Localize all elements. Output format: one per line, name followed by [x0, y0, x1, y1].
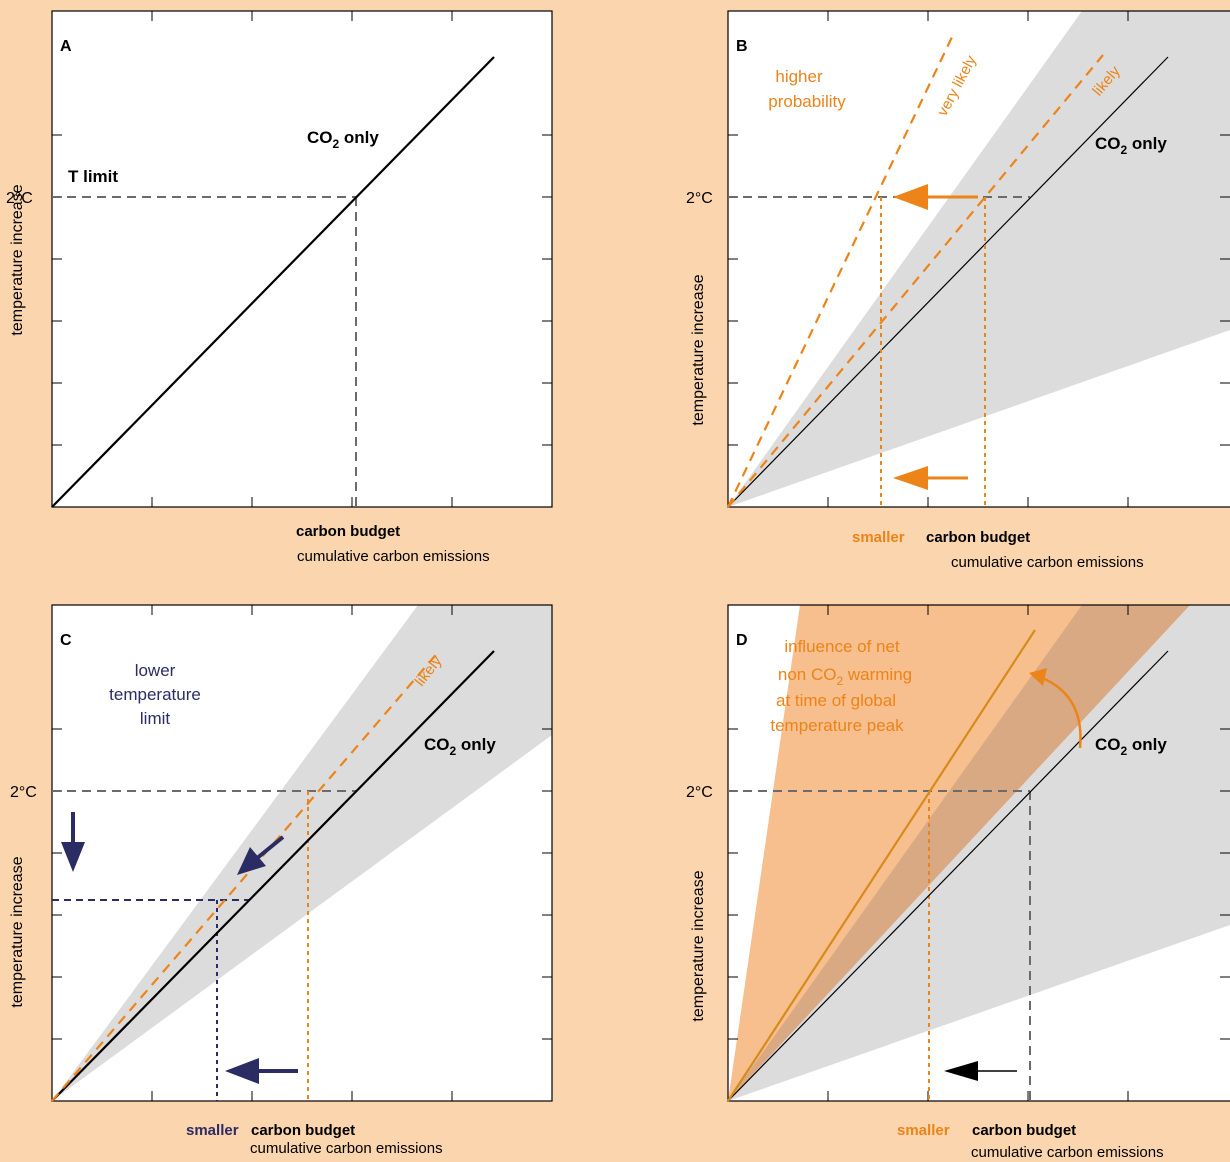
panel-b-x-prefix: smaller — [852, 529, 905, 546]
panel-c-lower-3: limit — [140, 709, 170, 728]
panel-a-frame — [51, 10, 553, 508]
panel-c-co2-line — [51, 650, 495, 1102]
panel-c: C lower temperature limit likely CO2 onl… — [9, 604, 553, 1157]
panel-c-lower-2: temperature — [109, 685, 201, 704]
panel-d-x-prefix: smaller — [897, 1122, 950, 1139]
panel-a-ylabel: temperature increase — [9, 184, 26, 335]
panel-d-infl-3: at time of global — [776, 691, 896, 710]
panel-d-co2-band — [728, 605, 1230, 1101]
panel-d-letter: D — [736, 632, 748, 649]
panel-c-x-main: carbon budget — [251, 1122, 355, 1139]
panel-c-x-sub: cumulative carbon emissions — [250, 1140, 443, 1157]
panel-b-co2-line — [727, 56, 1169, 508]
panel-a-letter: A — [60, 38, 72, 55]
panel-d-ytick-2c: 2°C — [686, 784, 713, 801]
panel-d-co2-line — [727, 650, 1169, 1102]
panel-b-higher-2: probability — [768, 92, 846, 111]
panel-d-left-arrow — [944, 1061, 1017, 1081]
panel-c-diagonal-arrow — [237, 835, 285, 875]
panel-b-shift-arrow-bottom — [893, 466, 968, 490]
panel-d-co2-label: CO2 only — [1095, 735, 1167, 758]
panel-b-letter: B — [736, 38, 748, 55]
panel-d-overlap-band — [728, 605, 1190, 1101]
panel-b-ytick-2c: 2°C — [686, 190, 713, 207]
panel-d: D influence of net non CO2 warming at ti… — [686, 604, 1230, 1161]
panel-a-t-limit: T limit — [68, 167, 118, 186]
panel-b-shift-arrow-top — [893, 184, 978, 210]
panel-c-letter: C — [60, 632, 72, 649]
panel-d-infl-1: influence of net — [784, 637, 900, 656]
panel-c-co2-label: CO2 only — [424, 735, 496, 758]
panel-c-lower-1: lower — [135, 661, 176, 680]
panel-a-co2-label: CO2 only — [307, 128, 379, 151]
panel-b-very-likely-line — [727, 34, 954, 508]
panel-b-higher-1: higher — [775, 67, 823, 86]
panel-d-curved-arrow — [1039, 675, 1082, 749]
panel-c-ylabel: temperature increase — [9, 856, 26, 1007]
panel-b-x-main: carbon budget — [926, 529, 1030, 546]
panel-c-ticks — [52, 605, 552, 1101]
panel-d-infl-2: non CO2 warming — [778, 665, 912, 688]
panel-d-curved-arrow-head — [1029, 668, 1047, 686]
panel-d-ylabel: temperature increase — [690, 870, 707, 1021]
panel-c-uncertainty-band — [52, 605, 552, 1101]
panel-d-x-sub: cumulative carbon emissions — [971, 1144, 1164, 1161]
panel-b-ticks — [728, 11, 1230, 507]
panel-c-likely-line — [51, 649, 441, 1102]
panel-b-co2-label: CO2 only — [1095, 134, 1167, 157]
panel-c-x-prefix: smaller — [186, 1122, 239, 1139]
panel-c-left-arrow — [225, 1058, 298, 1084]
panel-a-x-main: carbon budget — [296, 523, 400, 540]
panel-d-infl-4: temperature peak — [770, 716, 904, 735]
panel-a-co2-line — [51, 56, 495, 508]
panel-b-ylabel: temperature increase — [690, 274, 707, 425]
panel-d-non-co2-line — [727, 629, 1036, 1102]
panel-a: A T limit CO2 only 2°C temperature incre… — [6, 10, 553, 565]
panel-d-x-main: carbon budget — [972, 1122, 1076, 1139]
panel-b-likely-line — [727, 54, 1104, 508]
panel-c-down-arrow — [61, 812, 85, 872]
panel-b-uncertainty-band — [728, 11, 1230, 507]
panel-a-x-sub: cumulative carbon emissions — [297, 548, 490, 565]
panel-a-ytick-2c: 2°C — [6, 190, 33, 207]
panel-a-ticks — [52, 11, 552, 507]
panel-b: B higher probability very likely likely … — [686, 10, 1230, 571]
panel-c-ytick-2c: 2°C — [10, 784, 37, 801]
panel-b-x-sub: cumulative carbon emissions — [951, 554, 1144, 571]
